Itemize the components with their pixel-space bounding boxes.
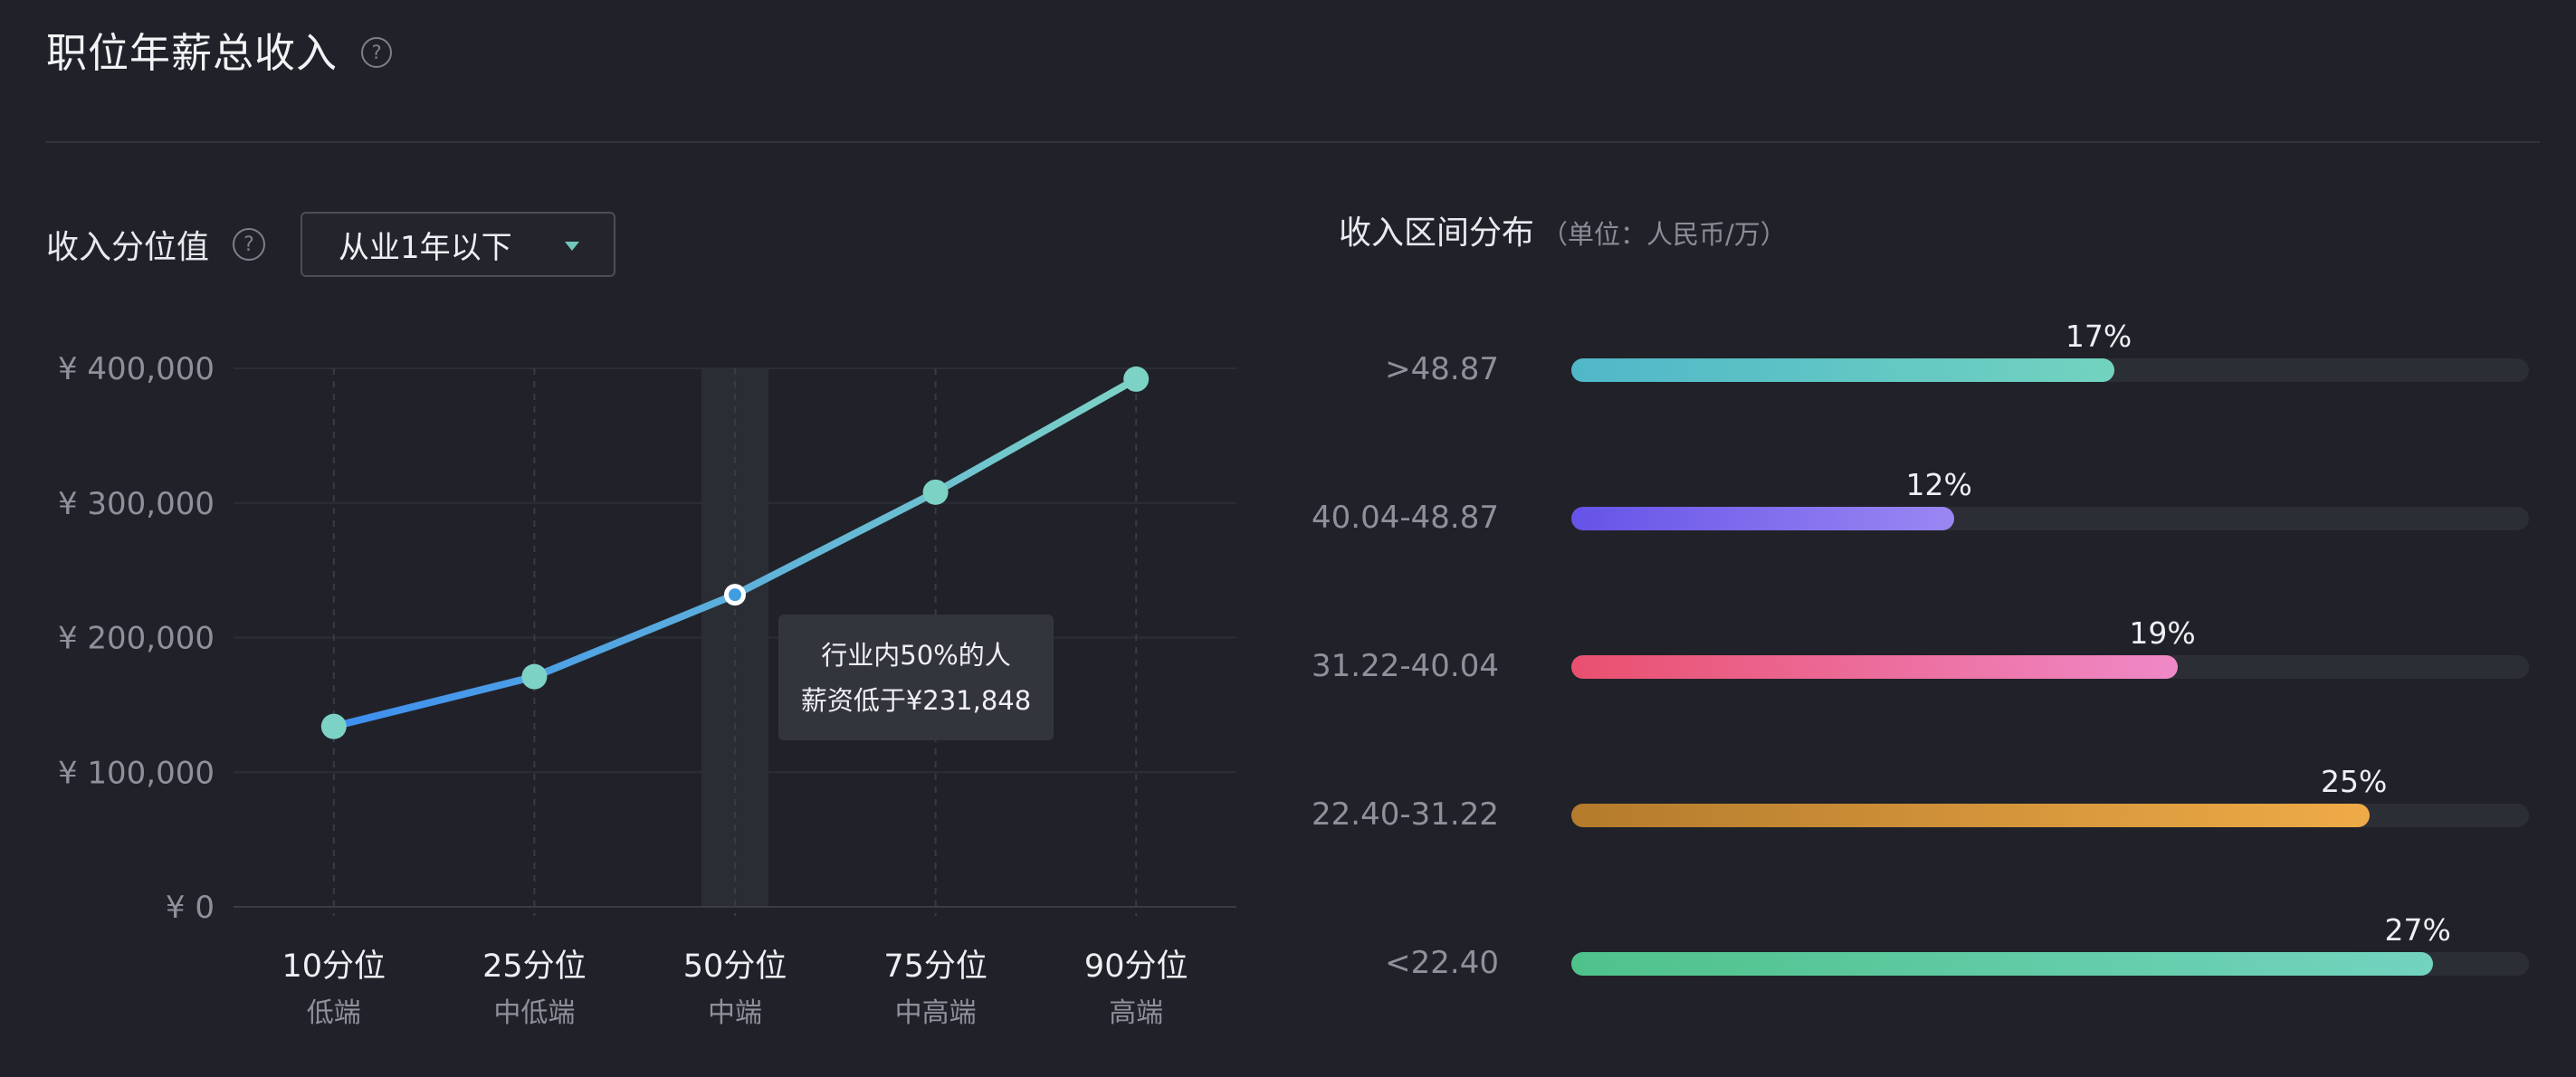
bar-range-label: >48.87: [1385, 351, 1499, 387]
percentile-header: 收入分位值 ? 从业1年以下: [46, 210, 616, 279]
bar-range-label: 40.04-48.87: [1312, 500, 1499, 536]
bar-percent-label: 12%: [1905, 467, 1972, 502]
x-tick-label: 10分位: [282, 948, 386, 985]
bar-percent-label: 27%: [2384, 912, 2451, 948]
data-point: [1123, 366, 1150, 392]
divider: [46, 141, 2540, 143]
data-point: [320, 713, 347, 739]
distribution-bar-row: 31.22-40.04 19%: [1303, 615, 2534, 693]
y-tick-label: ¥ 100,000: [58, 755, 215, 791]
bar-fill: [1571, 952, 2434, 976]
bar-range-label: 31.22-40.04: [1312, 648, 1499, 684]
bar-fill: [1571, 358, 2114, 382]
distribution-bar-row: >48.87 17%: [1303, 319, 2534, 396]
data-point: [521, 663, 548, 690]
x-tick-sublabel: 中低端: [493, 997, 575, 1029]
x-tick-label: 90分位: [1084, 948, 1188, 985]
tooltip-line-1: 行业内50%的人: [821, 639, 1011, 671]
distribution-title: 收入区间分布: [1339, 214, 1535, 252]
caret-down-icon: [565, 242, 580, 251]
help-icon[interactable]: ?: [361, 36, 393, 68]
x-tick-sublabel: 中高端: [895, 997, 977, 1029]
dropdown-value: 从业1年以下: [339, 229, 512, 266]
bar-track: 12%: [1571, 467, 2529, 530]
bar-fill: [1571, 655, 2179, 679]
distribution-bar-row: <22.40 27%: [1303, 912, 2534, 990]
y-tick-label: ¥ 300,000: [58, 486, 215, 522]
data-point: [922, 479, 949, 505]
bar-track: 17%: [1571, 319, 2529, 382]
distribution-unit: （单位：人民币/万）: [1541, 219, 1787, 250]
x-tick-label: 75分位: [883, 948, 987, 985]
bar-fill: [1571, 507, 1955, 530]
page-title: 职位年薪总收入: [46, 29, 339, 77]
bar-fill: [1571, 804, 2370, 827]
bar-percent-label: 25%: [2320, 764, 2388, 799]
y-tick-label: ¥ 200,000: [58, 621, 215, 657]
percentile-title: 收入分位值: [46, 229, 210, 266]
y-tick-label: ¥ 400,000: [58, 351, 215, 387]
x-tick-label: 50分位: [683, 948, 787, 985]
data-point-highlighted-core: [729, 588, 741, 602]
bar-track: 25%: [1571, 764, 2529, 827]
page-header: 职位年薪总收入 ?: [46, 20, 393, 79]
bar-range-label: <22.40: [1385, 945, 1499, 981]
bar-percent-label: 19%: [2129, 615, 2196, 651]
experience-dropdown[interactable]: 从业1年以下: [301, 212, 616, 277]
bar-track: 19%: [1571, 615, 2529, 679]
x-tick-sublabel: 低端: [307, 997, 361, 1029]
x-tick-sublabel: 中端: [708, 997, 762, 1029]
bar-track: 27%: [1571, 912, 2529, 976]
x-tick-sublabel: 高端: [1109, 997, 1163, 1029]
distribution-bar-row: 22.40-31.22 25%: [1303, 764, 2534, 842]
tooltip-line-2: 薪资低于¥231,848: [800, 684, 1032, 716]
y-tick-label: ¥ 0: [166, 890, 215, 926]
bar-range-label: 22.40-31.22: [1312, 796, 1499, 833]
distribution-bar-row: 40.04-48.87 12%: [1303, 467, 2534, 545]
help-icon[interactable]: ?: [233, 228, 266, 261]
chart-tooltip: 行业内50%的人 薪资低于¥231,848: [778, 615, 1054, 740]
bar-percent-label: 17%: [2065, 319, 2132, 354]
distribution-header: 收入区间分布 （单位：人民币/万）: [1339, 206, 1787, 253]
percentile-line-chart: ¥ 0 ¥ 100,000 ¥ 200,000 ¥ 300,000 ¥ 400,000 1…: [58, 351, 1236, 1029]
x-tick-label: 25分位: [482, 948, 587, 985]
